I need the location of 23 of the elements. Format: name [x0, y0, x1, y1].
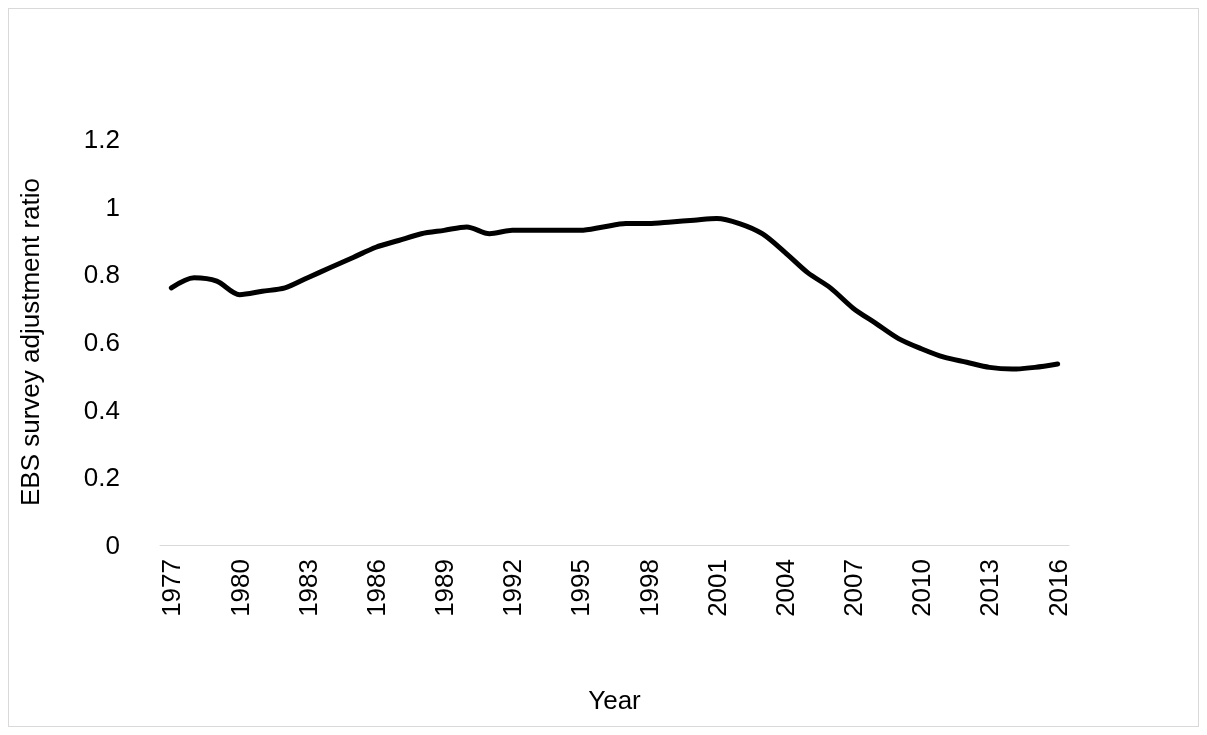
x-tick-label: 1983: [292, 559, 323, 617]
y-axis-title: EBS survey adjustment ratio: [15, 177, 45, 507]
x-tick-label: 2004: [769, 559, 800, 617]
x-tick-label: 1995: [565, 559, 596, 617]
y-tick-label: 0.8: [83, 259, 120, 290]
y-tick-label: 0.4: [83, 394, 120, 425]
x-tick-label: 2013: [974, 559, 1005, 617]
x-tick-label: 1980: [224, 559, 255, 617]
x-tick-label: 1986: [360, 559, 391, 617]
x-tick-label: 2010: [906, 559, 937, 617]
x-axis-title: Year: [588, 685, 642, 715]
x-tick-label: 2016: [1042, 559, 1073, 617]
x-tick-label: 1998: [633, 559, 664, 617]
x-tick-label: 2001: [701, 559, 732, 617]
y-tick-label: 0: [105, 530, 120, 560]
y-tick-label: 0.2: [83, 462, 120, 493]
x-tick-label: 1992: [497, 559, 528, 617]
y-tick-label: 1: [105, 191, 120, 222]
x-tick-label: 1977: [156, 559, 187, 617]
x-tick-label: 2007: [838, 559, 869, 617]
y-tick-label: 0.6: [83, 327, 120, 357]
x-tick-label: 1989: [429, 559, 460, 617]
y-tick-label: 1.2: [83, 124, 120, 154]
